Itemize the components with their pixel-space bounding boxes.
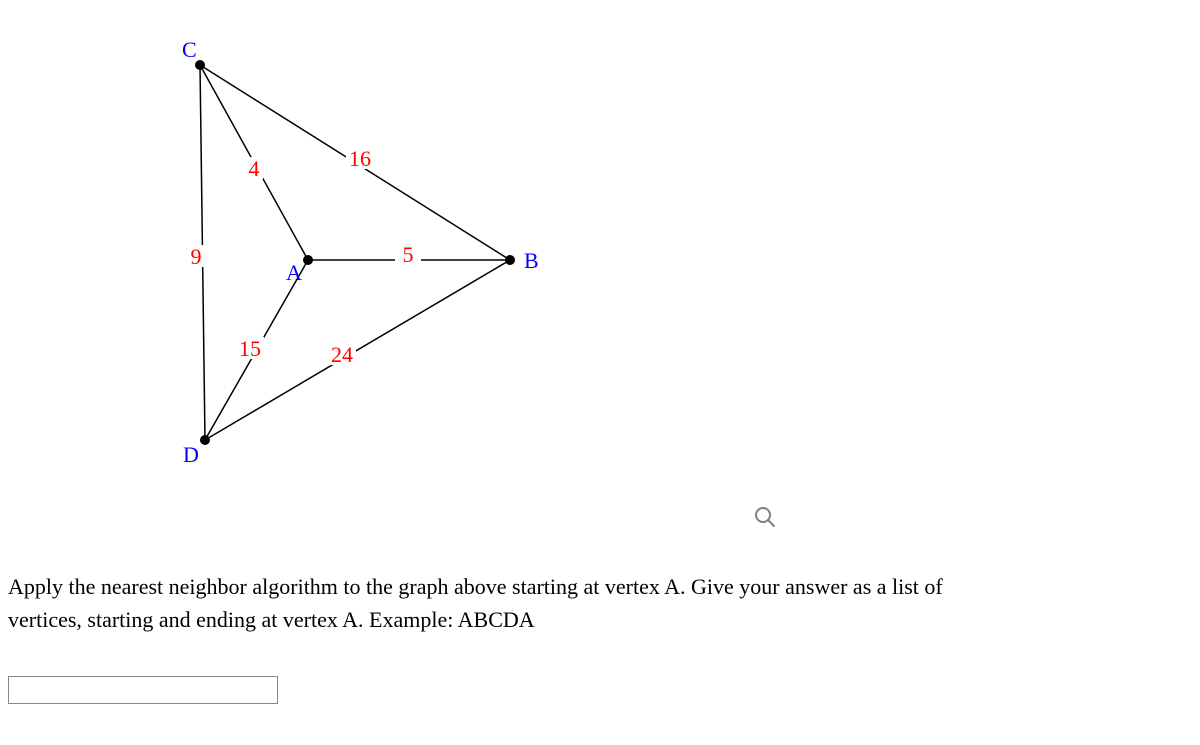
- edge-weight-C-D: 9: [191, 244, 202, 269]
- graph-svg: 4 16 9 5 15 24 C A B D: [150, 30, 570, 470]
- edge-weight-B-D: 24: [331, 342, 353, 367]
- question-line-2: vertices, starting and ending at vertex …: [8, 607, 535, 632]
- edge-weight-C-A: 4: [249, 156, 260, 181]
- vertex-label-C: C: [182, 37, 197, 62]
- answer-input[interactable]: [8, 676, 278, 704]
- edge-weight-A-B: 5: [403, 242, 414, 267]
- vertex-B: [505, 255, 515, 265]
- vertex-A: [303, 255, 313, 265]
- question-text: Apply the nearest neighbor algorithm to …: [8, 570, 1198, 636]
- magnify-icon[interactable]: [753, 505, 777, 529]
- edge-weight-C-B: 16: [349, 146, 371, 171]
- vertex-label-B: B: [524, 248, 539, 273]
- question-line-1: Apply the nearest neighbor algorithm to …: [8, 574, 943, 599]
- graph-container: 4 16 9 5 15 24 C A B D: [150, 30, 570, 470]
- vertex-label-A: A: [286, 260, 302, 285]
- edge-weight-A-D: 15: [239, 336, 261, 361]
- vertex-D: [200, 435, 210, 445]
- vertex-label-D: D: [183, 442, 199, 467]
